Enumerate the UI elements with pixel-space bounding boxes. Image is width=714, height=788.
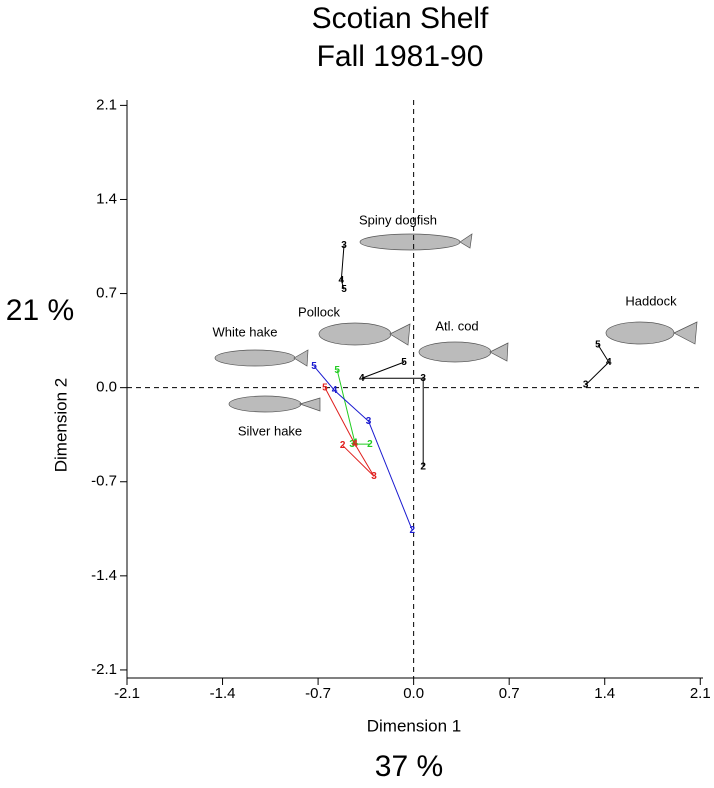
species-name: Pollock	[298, 304, 340, 319]
point-label: 5	[311, 361, 317, 372]
point-label: 2	[340, 440, 346, 451]
point-label: 4	[339, 275, 345, 286]
fish	[228, 395, 302, 413]
point-label: 4	[359, 373, 365, 384]
fish	[298, 397, 321, 412]
chart-title: Fall 1981-90	[317, 40, 484, 73]
point-label: 5	[322, 382, 328, 393]
species-name: White hake	[212, 324, 277, 339]
y-percent: 21 %	[6, 294, 74, 327]
x-tick-label: 1.4	[594, 685, 615, 702]
point-label: 3	[420, 373, 426, 384]
point-label: 4	[606, 357, 612, 368]
fish	[418, 341, 492, 363]
point-label: 3	[366, 416, 372, 427]
y-tick-label: 0.7	[96, 285, 117, 302]
trajectory	[324, 387, 375, 477]
x-percent: 37 %	[375, 750, 443, 783]
species-name: Haddock	[625, 293, 677, 308]
point-label: 4	[352, 439, 358, 450]
point-label: 5	[401, 357, 407, 368]
y-tick-label: -1.4	[91, 567, 117, 584]
y-tick-label: -0.7	[91, 473, 117, 490]
fish	[673, 321, 698, 345]
point-label: 3	[371, 471, 377, 482]
x-tick-label: 2.1	[690, 685, 711, 702]
x-axis-label: Dimension 1	[367, 716, 462, 735]
point-label: 3	[583, 380, 589, 391]
fish	[359, 233, 461, 251]
point-label: 5	[334, 365, 340, 376]
x-tick-label: -2.1	[114, 685, 140, 702]
species-name: Silver hake	[238, 423, 302, 438]
point-label: 2	[420, 462, 426, 473]
x-tick-label: -0.7	[305, 685, 331, 702]
trajectory	[313, 365, 413, 531]
fish-illustrations	[214, 233, 698, 413]
point-label: 2	[409, 525, 415, 536]
point-label: 4	[332, 385, 338, 396]
trajectory	[585, 344, 610, 386]
y-tick-label: 0.0	[96, 379, 117, 396]
fish	[293, 349, 309, 367]
point-label: 2	[367, 439, 373, 450]
x-tick-label: 0.0	[403, 685, 424, 702]
point-label: 4	[352, 437, 358, 448]
fish	[459, 233, 473, 249]
point-label: 3	[349, 439, 355, 450]
y-tick-label: 2.1	[96, 96, 117, 113]
y-tick-label: -2.1	[91, 661, 117, 678]
trajectory	[336, 370, 370, 445]
y-tick-label: 1.4	[96, 190, 117, 207]
fish	[214, 349, 296, 367]
species-name: Atl. cod	[435, 318, 478, 333]
x-tick-label: 0.7	[499, 685, 520, 702]
fish	[605, 321, 675, 345]
point-label: 5	[595, 339, 601, 350]
point-label: 5	[341, 284, 347, 295]
fish	[489, 342, 509, 362]
species-name: Spiny dogfish	[359, 212, 437, 227]
trajectory	[361, 361, 424, 467]
trajectory	[340, 245, 345, 290]
point-label: 3	[341, 240, 347, 251]
chart-title: Scotian Shelf	[312, 2, 489, 35]
fish	[389, 323, 411, 346]
x-tick-label: -1.4	[210, 685, 236, 702]
y-axis-label: Dimension 2	[51, 378, 70, 473]
fish	[318, 322, 392, 346]
